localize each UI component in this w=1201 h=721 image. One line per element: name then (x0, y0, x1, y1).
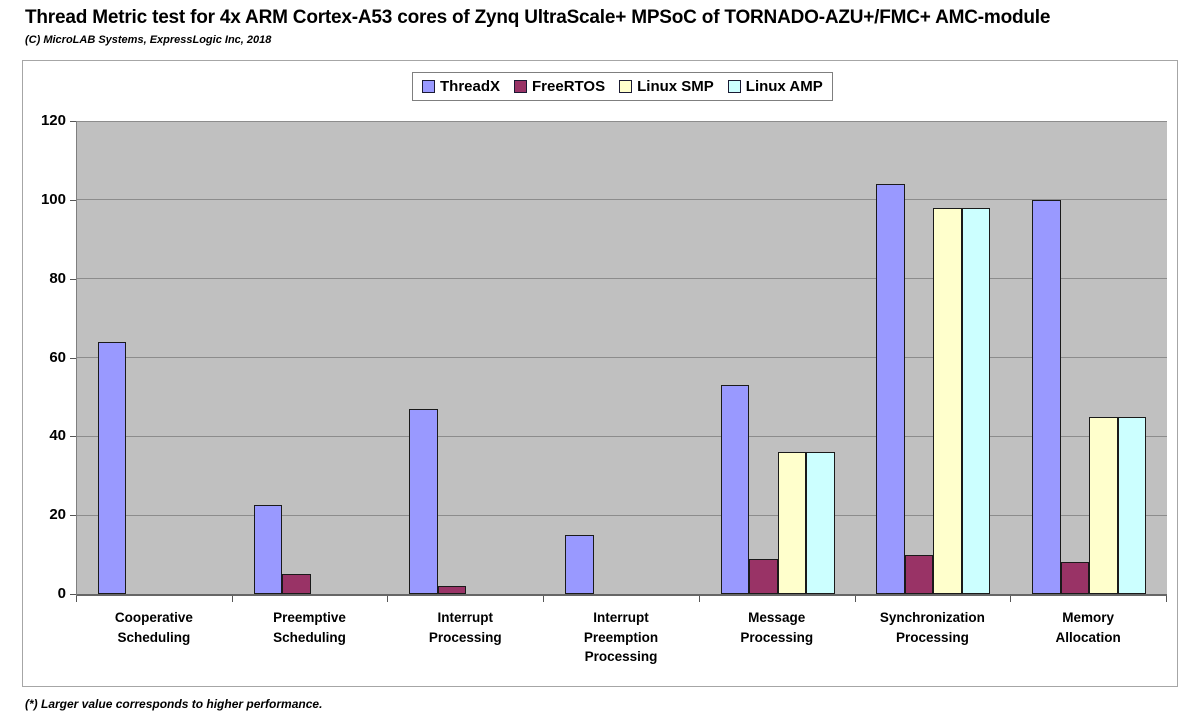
legend-label: Linux SMP (637, 78, 714, 95)
bar-freertos-1 (282, 574, 311, 594)
bar-threadx-6 (1032, 199, 1061, 594)
y-axis-tick (70, 515, 76, 517)
bar-freertos-2 (437, 586, 467, 594)
bar-linux-smp-4 (777, 452, 807, 594)
gridline-100 (77, 199, 1167, 201)
x-axis-tick (231, 596, 233, 602)
legend-item-linux-smp: Linux SMP (619, 78, 714, 95)
category-label: Interrupt Preemption Processing (583, 610, 659, 665)
y-axis-label: 40 (49, 427, 66, 445)
legend-label: FreeRTOS (532, 78, 606, 95)
y-axis-label: 60 (49, 348, 66, 366)
plot-area (76, 121, 1167, 596)
chart-frame: ThreadX FreeRTOS Linux SMP Linux AMP 0 20 40 6… (22, 60, 1178, 687)
bar-threadx-0 (97, 341, 127, 594)
bar-freertos-5 (904, 554, 934, 594)
category-label: Interrupt Processing (428, 610, 502, 645)
bar-linux-smp-5 (933, 207, 962, 594)
gridline-40 (77, 435, 1167, 437)
y-axis-tick (70, 594, 76, 595)
y-axis-tick (70, 278, 76, 280)
y-axis-label: 20 (49, 506, 66, 524)
bar-linux-amp-6 (1117, 416, 1147, 594)
y-axis-label: 120 (40, 112, 66, 129)
bar-freertos-6 (1060, 562, 1090, 594)
bar-threadx-3 (565, 534, 594, 594)
bar-linux-amp-4 (806, 452, 835, 594)
bar-freertos-4 (749, 558, 778, 594)
x-axis-tick (387, 596, 389, 602)
page-title: Thread Metric test for 4x ARM Cortex-A53… (25, 7, 1051, 28)
category-label: Memory Allocation (1055, 610, 1121, 645)
legend-swatch-icon (514, 80, 528, 93)
category-label: Cooperative Scheduling (114, 610, 193, 645)
x-axis-tick (1010, 596, 1012, 602)
legend-item-freertos: FreeRTOS (514, 78, 605, 95)
gridline-60 (77, 357, 1167, 358)
y-axis-label: 80 (49, 269, 66, 287)
x-axis-tick (543, 596, 545, 602)
y-axis-tick (70, 121, 76, 122)
y-axis-label: 100 (40, 190, 66, 208)
bar-threadx-5 (876, 184, 905, 594)
y-axis-tick (70, 199, 76, 201)
bar-linux-amp-5 (961, 207, 991, 594)
bar-threadx-4 (720, 385, 750, 594)
x-axis-tick (1166, 596, 1167, 602)
bar-linux-smp-6 (1089, 416, 1118, 594)
x-axis-tick (698, 596, 700, 602)
legend-swatch-icon (727, 80, 741, 93)
x-axis-tick (854, 596, 856, 602)
category-label: Message Processing (740, 610, 814, 645)
y-axis-tick (70, 436, 76, 438)
x-axis-tick (76, 596, 77, 602)
legend-label: ThreadX (440, 78, 501, 95)
legend-label: Linux AMP (745, 78, 823, 95)
category-label: Preemptive Scheduling (273, 610, 346, 645)
bar-threadx-2 (409, 408, 438, 594)
legend-item-linux-amp: Linux AMP (727, 78, 823, 95)
copyright-subtitle: (C) MicroLAB Systems, ExpressLogic Inc, … (25, 34, 272, 46)
bar-threadx-1 (253, 505, 283, 594)
gridline-20 (77, 514, 1167, 516)
y-axis-label: 0 (57, 585, 66, 602)
legend-item-threadx: ThreadX (422, 78, 500, 95)
y-axis-tick (70, 357, 76, 359)
footnote: (*) Larger value corresponds to higher p… (25, 697, 323, 711)
chart-legend: ThreadX FreeRTOS Linux SMP Linux AMP (412, 72, 833, 101)
legend-swatch-icon (619, 80, 633, 93)
category-label: Synchronization Processing (879, 610, 985, 645)
legend-swatch-icon (422, 80, 435, 93)
gridline-120 (77, 121, 1167, 122)
gridline-80 (77, 278, 1167, 280)
